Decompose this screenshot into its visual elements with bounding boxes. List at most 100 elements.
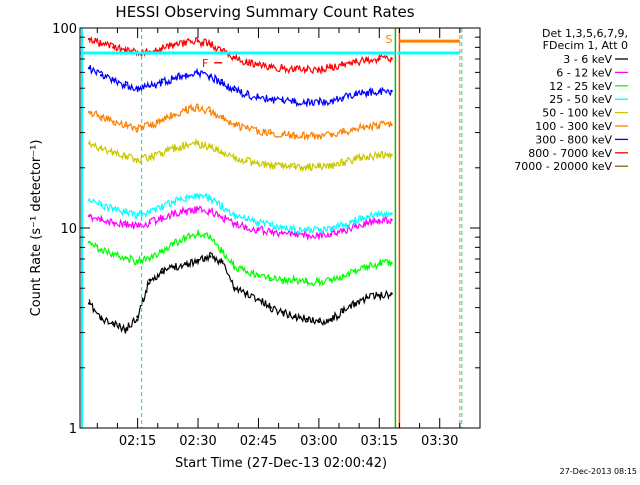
data-point (329, 66, 333, 69)
data-point (353, 225, 357, 228)
data-point (100, 147, 103, 150)
data-point (281, 66, 284, 70)
data-point (100, 218, 103, 221)
series-line (88, 36, 392, 76)
data-point (196, 208, 200, 211)
data-point (390, 123, 393, 127)
data-point (148, 124, 151, 127)
data-point (353, 302, 357, 305)
data-point (233, 123, 236, 126)
data-point (88, 66, 91, 70)
data-point (136, 260, 139, 263)
series-line (88, 251, 392, 334)
data-point (112, 252, 115, 256)
y-tick-label: 1 (69, 422, 77, 437)
data-point (245, 127, 248, 130)
data-point (269, 277, 272, 280)
data-point (148, 221, 151, 225)
data-point (208, 145, 212, 148)
series-line (88, 205, 392, 242)
data-point (257, 221, 260, 225)
data-point (124, 83, 127, 87)
data-point (293, 278, 297, 282)
data-point (245, 225, 248, 229)
data-point (341, 224, 345, 227)
data-point (305, 101, 309, 104)
annotation-s: S (385, 33, 392, 46)
y-tick-label: 10 (60, 222, 77, 237)
legend-entry-label: 6 - 12 keV (556, 66, 612, 79)
data-point (172, 265, 176, 269)
data-point (341, 130, 345, 133)
y-tick-label: 100 (52, 22, 77, 37)
data-point (124, 155, 127, 158)
data-point (341, 161, 345, 164)
data-point (269, 65, 272, 69)
data-point (245, 218, 248, 221)
data-point (365, 265, 369, 269)
data-point (353, 60, 357, 64)
data-point (329, 233, 333, 236)
legend-entry-label: 100 - 300 keV (535, 120, 612, 133)
data-point (88, 214, 91, 218)
data-point (245, 60, 248, 64)
data-point (245, 93, 248, 96)
data-point (305, 68, 309, 71)
data-point (305, 280, 309, 283)
data-point (341, 229, 345, 232)
data-point (365, 296, 369, 299)
data-point (112, 323, 115, 326)
data-point (124, 124, 127, 127)
data-point (112, 221, 115, 225)
data-point (317, 280, 321, 283)
data-point (160, 216, 164, 220)
data-point (281, 310, 284, 314)
data-point (124, 49, 127, 52)
data-point (196, 39, 200, 43)
data-point (184, 108, 188, 112)
data-point (245, 292, 248, 295)
data-point (269, 224, 272, 227)
data-point (305, 228, 309, 232)
data-point (378, 294, 381, 297)
data-point (112, 151, 115, 154)
data-point (281, 278, 284, 282)
data-point (100, 203, 103, 207)
legend-entry-label: 7000 - 20000 keV (514, 160, 612, 173)
data-point (184, 196, 188, 199)
data-point (378, 262, 381, 266)
data-point (305, 165, 309, 169)
x-axis-label: Start Time (27-Dec-13 02:00:42) (175, 456, 387, 471)
data-point (329, 278, 333, 282)
data-point (390, 153, 393, 157)
data-point (257, 129, 260, 133)
data-point (160, 152, 164, 155)
data-point (172, 212, 176, 215)
data-point (281, 164, 284, 168)
data-point (100, 317, 103, 321)
data-point (353, 219, 357, 222)
data-point (378, 124, 381, 127)
data-point (124, 210, 127, 214)
data-point (208, 74, 212, 78)
data-point (365, 221, 369, 225)
data-point (112, 120, 115, 123)
data-point (390, 292, 393, 295)
data-point (136, 86, 139, 90)
data-point (293, 134, 297, 137)
data-point (293, 233, 297, 236)
data-point (172, 200, 176, 204)
data-point (390, 212, 393, 215)
legend-entry-label: 50 - 100 keV (542, 107, 612, 120)
data-point (172, 43, 176, 47)
data-point (184, 73, 188, 76)
data-point (233, 213, 236, 217)
data-point (293, 315, 297, 319)
data-point (100, 248, 103, 251)
data-point (281, 232, 284, 235)
data-point (88, 198, 91, 202)
data-point (233, 265, 236, 269)
data-point (196, 194, 200, 197)
data-point (365, 58, 369, 62)
